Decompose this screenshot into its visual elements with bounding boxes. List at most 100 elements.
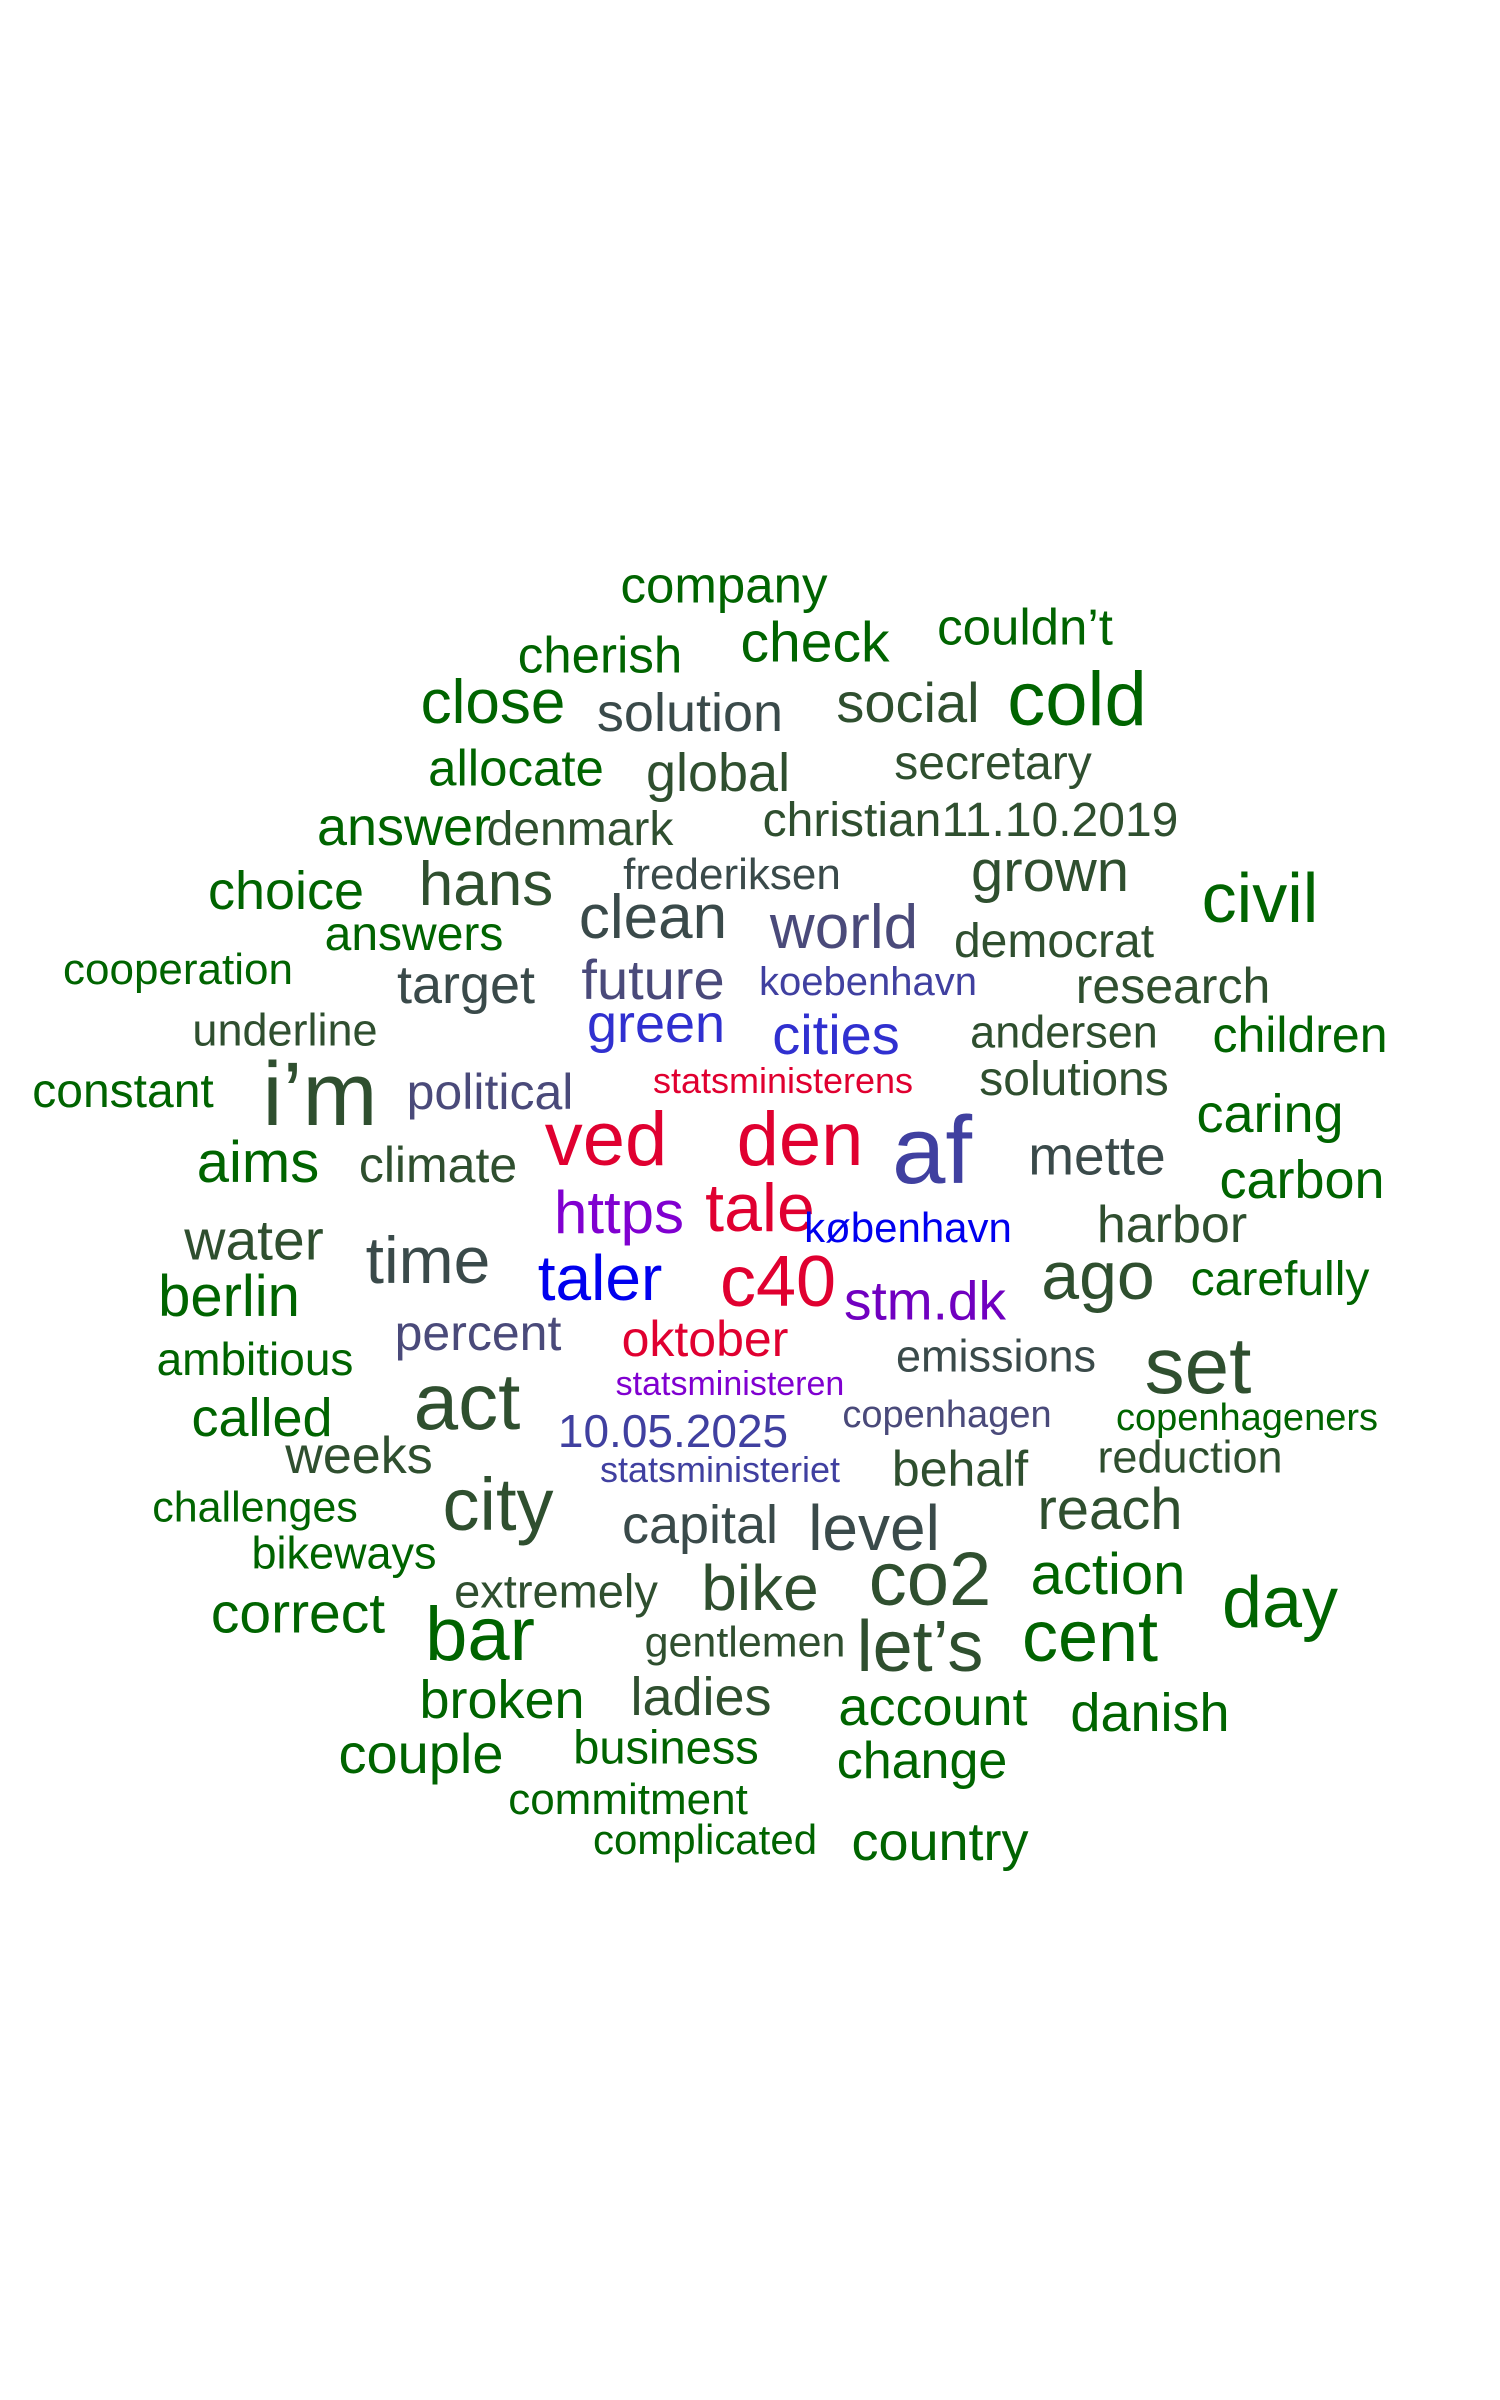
cloud-word-10-05-2025: 10.05.2025 xyxy=(557,1405,789,1457)
cloud-word-secretary: secretary xyxy=(894,737,1092,790)
cloud-word-cold: cold xyxy=(1007,657,1147,742)
cloud-word-complicated: complicated xyxy=(592,1816,818,1863)
cloud-word-broken: broken xyxy=(419,1670,585,1730)
cloud-word-ago: ago xyxy=(1041,1238,1155,1314)
cloud-word-percent: percent xyxy=(394,1305,562,1361)
cloud-word-cities: cities xyxy=(772,1003,900,1066)
cloud-word-day: day xyxy=(1221,1563,1339,1643)
cloud-word-reach: reach xyxy=(1037,1477,1183,1542)
cloud-word-cooperation: cooperation xyxy=(63,945,293,994)
cloud-word-capital: capital xyxy=(621,1495,779,1555)
cloud-word-ambitious: ambitious xyxy=(156,1333,354,1385)
cloud-word-close: close xyxy=(420,668,566,737)
cloud-word-cent: cent xyxy=(1021,1597,1159,1677)
cloud-word-harbor: harbor xyxy=(1096,1196,1248,1254)
cloud-word-democrat: democrat xyxy=(953,915,1155,968)
cloud-word-bike: bike xyxy=(701,1552,819,1624)
cloud-word-carefully: carefully xyxy=(1190,1253,1370,1306)
cloud-word-level: level xyxy=(808,1492,940,1564)
cloud-word-called: called xyxy=(191,1388,333,1448)
cloud-word-let-s: let’s xyxy=(856,1607,984,1687)
cloud-word-target: target xyxy=(396,955,536,1015)
cloud-word-act: act xyxy=(413,1357,521,1446)
cloud-word-city: city xyxy=(442,1463,554,1546)
cloud-word-world: world xyxy=(769,893,919,962)
cloud-word-climate: climate xyxy=(358,1137,518,1193)
cloud-word-c40: c40 xyxy=(719,1242,837,1322)
cloud-word-statsministeriet: statsministeriet xyxy=(599,1449,841,1490)
cloud-word-grown: grown xyxy=(971,839,1129,904)
cloud-word-weeks: weeks xyxy=(285,1427,433,1485)
cloud-word-social: social xyxy=(836,671,980,734)
cloud-word-clean: clean xyxy=(578,883,728,952)
cloud-word-answers: answers xyxy=(324,908,504,961)
cloud-word-underline: underline xyxy=(192,1004,378,1056)
cloud-word-allocate: allocate xyxy=(428,739,604,797)
cloud-word-set: set xyxy=(1144,1321,1252,1410)
cloud-word-time: time xyxy=(365,1223,491,1297)
cloud-word-action: action xyxy=(1030,1542,1186,1607)
cloud-word-caring: caring xyxy=(1196,1084,1344,1144)
cloud-word-country: country xyxy=(851,1812,1029,1872)
cloud-word-copenhagen: copenhagen xyxy=(842,1394,1052,1436)
cloud-word-aims: aims xyxy=(196,1130,320,1195)
cloud-word-future: future xyxy=(581,948,725,1011)
cloud-word-civil: civil xyxy=(1201,859,1319,937)
cloud-word-extremely: extremely xyxy=(454,1564,658,1618)
cloud-word-check: check xyxy=(740,610,890,675)
cloud-word-11-10-2019: 11.10.2019 xyxy=(941,794,1179,847)
cloud-word-https: https xyxy=(553,1179,685,1246)
cloud-word-statsministerens: statsministerens xyxy=(652,1060,914,1101)
cloud-word-choice: choice xyxy=(207,861,365,921)
cloud-word-denmark: denmark xyxy=(486,803,674,856)
cloud-word-christian: christian xyxy=(762,794,942,847)
cloud-word-couple: couple xyxy=(338,1722,504,1785)
cloud-word-company: company xyxy=(620,556,828,614)
cloud-word-i-m: i’m xyxy=(262,1045,378,1145)
cloud-word-commitment: commitment xyxy=(508,1775,748,1824)
cloud-word-children: children xyxy=(1212,1007,1388,1063)
cloud-word-carbon: carbon xyxy=(1219,1150,1385,1210)
cloud-word-research: research xyxy=(1075,958,1271,1014)
cloud-word-andersen: andersen xyxy=(970,1006,1158,1058)
cloud-word-couldn-t: couldn’t xyxy=(937,598,1113,656)
cloud-word-water: water xyxy=(184,1208,324,1273)
cloud-word-green: green xyxy=(586,994,726,1054)
cloud-word-answer: answer xyxy=(316,797,492,857)
cloud-word-mette: mette xyxy=(1028,1124,1166,1187)
cloud-word-reduction: reduction xyxy=(1097,1431,1283,1483)
cloud-word-koebenhavn: koebenhavn xyxy=(759,960,977,1004)
cloud-word-danish: danish xyxy=(1070,1683,1230,1743)
cloud-word-ved: ved xyxy=(544,1097,668,1182)
cloud-word-gentlemen: gentlemen xyxy=(644,1618,846,1667)
cloud-word-co2: co2 xyxy=(868,1537,992,1622)
cloud-word-tale: tale xyxy=(705,1170,815,1246)
cloud-word-solutions: solutions xyxy=(979,1053,1169,1106)
cloud-word-statsministeren: statsministeren xyxy=(615,1365,845,1403)
cloud-word-berlin: berlin xyxy=(158,1264,300,1329)
cloud-word-account: account xyxy=(838,1677,1028,1737)
cloud-word-solution: solution xyxy=(596,683,784,743)
cloud-word-constant: constant xyxy=(32,1065,214,1118)
cloud-word-taler: taler xyxy=(537,1242,663,1314)
cloud-word-k-benhavn: københavn xyxy=(804,1204,1012,1251)
cloud-word-correct: correct xyxy=(210,1581,386,1646)
cloud-word-stm-dk: stm.dk xyxy=(844,1269,1006,1332)
cloud-word-global: global xyxy=(645,743,791,803)
cloud-word-political: political xyxy=(406,1064,574,1120)
cloud-word-bikeways: bikeways xyxy=(251,1527,437,1579)
cloud-word-cherish: cherish xyxy=(517,626,683,684)
cloud-word-den: den xyxy=(736,1097,864,1182)
cloud-word-behalf: behalf xyxy=(891,1441,1029,1497)
cloud-word-copenhageners: copenhageners xyxy=(1116,1397,1378,1439)
cloud-word-business: business xyxy=(573,1720,759,1774)
cloud-word-frederiksen: frederiksen xyxy=(623,850,841,899)
cloud-word-hans: hans xyxy=(418,850,554,919)
cloud-word-bar: bar xyxy=(425,1592,535,1677)
cloud-word-oktober: oktober xyxy=(621,1311,789,1367)
cloud-word-change: change xyxy=(836,1732,1008,1790)
cloud-word-challenges: challenges xyxy=(152,1483,358,1532)
cloud-word-af: af xyxy=(891,1097,973,1204)
cloud-word-ladies: ladies xyxy=(630,1667,772,1727)
